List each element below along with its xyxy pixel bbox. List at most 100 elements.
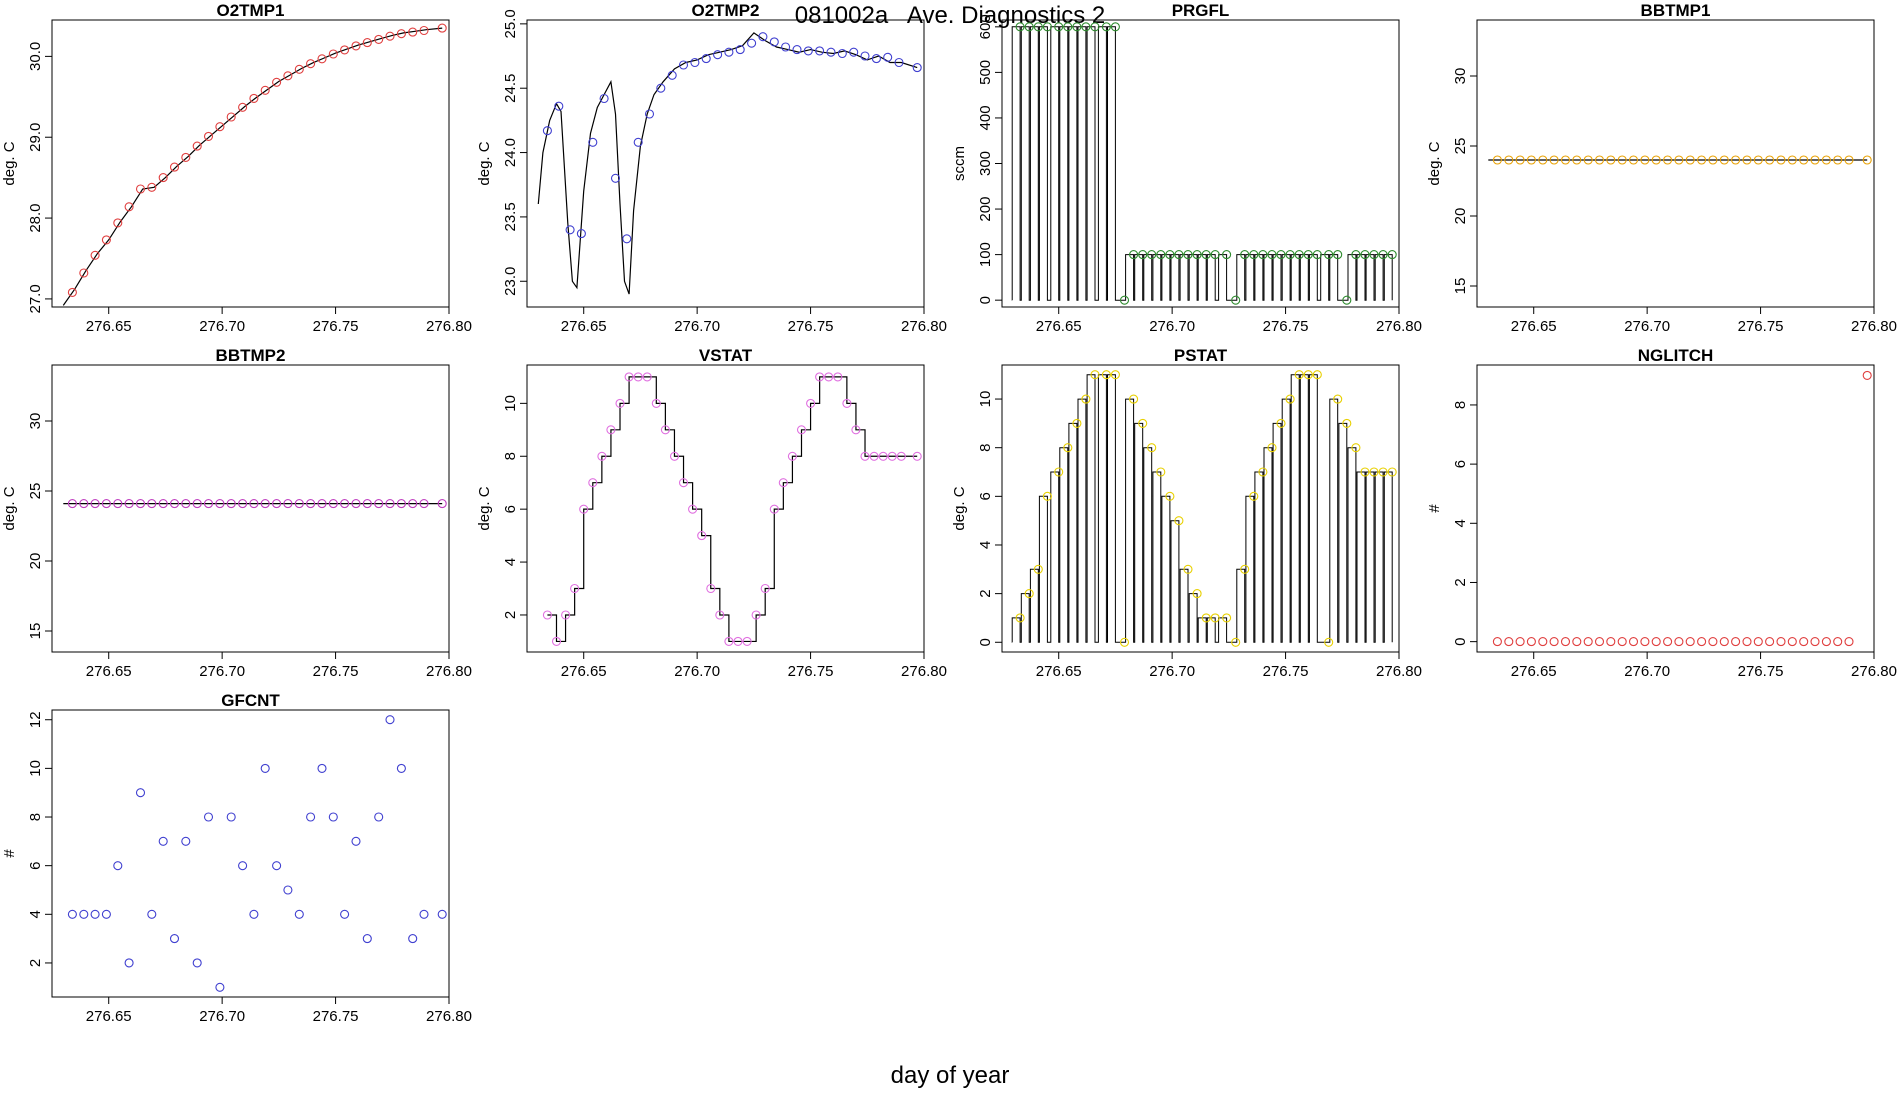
data-point xyxy=(101,499,111,509)
data-point xyxy=(1267,250,1277,260)
x-tick-label: 276.75 xyxy=(1738,663,1784,680)
plot-frame xyxy=(51,19,450,308)
data-point xyxy=(1192,250,1202,260)
data-point xyxy=(778,478,788,488)
y-tick-label: 27.0 xyxy=(27,284,44,313)
data-point xyxy=(215,982,225,992)
y-tick-label: 2 xyxy=(27,959,44,967)
data-point xyxy=(260,85,270,95)
data-point xyxy=(437,23,447,33)
y-tick-label: 25 xyxy=(1452,138,1469,155)
data-point xyxy=(260,763,270,773)
plot-frame xyxy=(1476,364,1875,653)
data-point xyxy=(896,451,906,461)
data-point xyxy=(294,64,304,74)
data-point xyxy=(1147,443,1157,453)
data-point xyxy=(385,715,395,725)
data-point xyxy=(1360,467,1370,477)
data-point xyxy=(1183,250,1193,260)
data-point xyxy=(1110,370,1120,380)
x-tick-label: 276.80 xyxy=(901,318,947,335)
data-point xyxy=(1731,637,1741,647)
data-point xyxy=(769,37,779,47)
data-point xyxy=(147,909,157,919)
data-point xyxy=(396,499,406,509)
data-point xyxy=(1776,637,1786,647)
data-point xyxy=(1549,637,1559,647)
y-axis-label: deg. C xyxy=(1426,141,1443,185)
data-point xyxy=(124,958,134,968)
data-point xyxy=(1156,250,1166,260)
data-point xyxy=(306,59,316,69)
data-point xyxy=(158,499,168,509)
data-point xyxy=(147,182,157,192)
y-tick-label: 15 xyxy=(1452,278,1469,295)
x-tick-label: 276.65 xyxy=(1036,663,1082,680)
data-point xyxy=(1333,394,1343,404)
data-point xyxy=(599,93,609,104)
data-point xyxy=(1285,394,1295,404)
y-tick-label: 4 xyxy=(977,541,994,549)
data-point xyxy=(803,46,813,56)
data-point xyxy=(374,34,384,44)
data-point xyxy=(113,499,123,509)
data-point xyxy=(1054,22,1064,32)
data-point xyxy=(815,46,825,56)
panel-title: NGLITCH xyxy=(1638,346,1714,365)
x-tick-label: 276.75 xyxy=(788,663,834,680)
data-point xyxy=(1090,370,1100,380)
x-tick-label: 276.80 xyxy=(1851,318,1897,335)
data-point xyxy=(1753,155,1763,165)
x-tick-label: 276.70 xyxy=(674,318,720,335)
data-point xyxy=(1799,637,1809,647)
y-axis-label: sccm xyxy=(951,146,968,181)
data-point xyxy=(1651,155,1661,165)
data-point xyxy=(1222,250,1232,260)
data-point xyxy=(735,45,745,55)
data-point xyxy=(1810,155,1820,165)
data-point xyxy=(565,225,575,235)
data-point xyxy=(169,499,180,509)
panel-title: O2TMP1 xyxy=(216,1,284,20)
x-tick-label: 276.75 xyxy=(1738,318,1784,335)
data-point xyxy=(67,499,77,509)
data-point xyxy=(1312,250,1322,260)
data-point xyxy=(1697,637,1707,647)
data-point xyxy=(67,287,77,297)
y-axis-label: # xyxy=(1426,504,1443,513)
data-point xyxy=(796,425,807,435)
y-tick-label: 8 xyxy=(27,813,44,821)
data-point xyxy=(1526,637,1536,647)
data-point xyxy=(1844,155,1854,165)
y-tick-label: 0 xyxy=(977,638,994,646)
data-point xyxy=(1294,370,1304,380)
data-point xyxy=(1119,637,1130,647)
data-point xyxy=(824,372,834,382)
data-point xyxy=(1583,637,1593,647)
data-point xyxy=(1821,155,1831,165)
data-point xyxy=(396,29,406,39)
data-point xyxy=(1651,637,1661,647)
y-tick-label: 6 xyxy=(502,505,519,513)
data-point xyxy=(124,499,134,509)
x-tick-label: 276.65 xyxy=(1511,663,1557,680)
data-point xyxy=(351,836,361,846)
data-point xyxy=(169,934,180,944)
data-point xyxy=(1753,637,1763,647)
data-point xyxy=(849,47,859,57)
data-point xyxy=(306,812,316,822)
data-point xyxy=(1844,637,1854,647)
data-point xyxy=(1129,250,1139,260)
data-point xyxy=(1231,295,1241,305)
data-point xyxy=(1351,443,1361,453)
data-point xyxy=(1101,370,1111,380)
data-point xyxy=(1572,155,1582,165)
data-point xyxy=(1276,250,1286,260)
data-point xyxy=(1119,295,1130,305)
y-tick-label: 30.0 xyxy=(27,42,44,71)
y-tick-label: 6 xyxy=(977,492,994,500)
data-point xyxy=(249,499,259,509)
y-tick-label: 6 xyxy=(1452,460,1469,468)
figure-x-axis-label: day of year xyxy=(890,1062,1010,1089)
data-point xyxy=(1378,250,1388,260)
